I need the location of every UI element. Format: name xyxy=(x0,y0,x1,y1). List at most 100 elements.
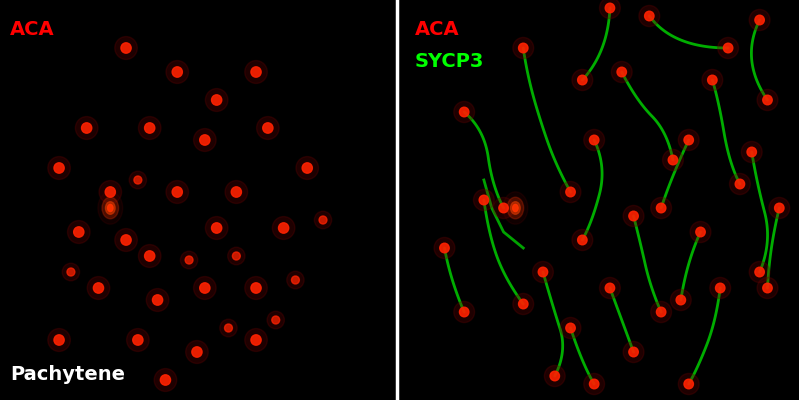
Circle shape xyxy=(251,67,261,77)
Circle shape xyxy=(192,347,202,357)
Circle shape xyxy=(133,335,143,345)
Circle shape xyxy=(572,70,593,90)
Circle shape xyxy=(741,142,762,162)
Circle shape xyxy=(228,247,245,265)
Circle shape xyxy=(629,211,638,221)
Circle shape xyxy=(769,198,789,218)
Circle shape xyxy=(578,235,587,245)
Circle shape xyxy=(181,251,197,269)
Circle shape xyxy=(763,95,772,105)
Circle shape xyxy=(54,335,64,345)
Ellipse shape xyxy=(513,204,518,212)
Circle shape xyxy=(153,295,163,305)
Circle shape xyxy=(287,271,304,289)
Circle shape xyxy=(185,340,209,364)
Circle shape xyxy=(172,187,182,197)
Circle shape xyxy=(126,328,149,352)
Ellipse shape xyxy=(105,202,115,214)
Circle shape xyxy=(251,335,261,345)
Circle shape xyxy=(605,283,614,293)
Circle shape xyxy=(134,176,141,184)
Circle shape xyxy=(513,294,534,314)
Circle shape xyxy=(225,180,248,204)
Circle shape xyxy=(48,156,70,180)
Circle shape xyxy=(319,216,327,224)
Circle shape xyxy=(244,328,268,352)
Circle shape xyxy=(138,244,161,268)
Circle shape xyxy=(684,135,694,145)
Circle shape xyxy=(256,116,279,140)
Circle shape xyxy=(193,128,216,152)
Circle shape xyxy=(584,130,605,150)
Circle shape xyxy=(185,256,193,264)
Circle shape xyxy=(668,155,678,165)
Circle shape xyxy=(75,116,98,140)
Circle shape xyxy=(572,230,593,250)
Circle shape xyxy=(702,70,723,90)
Circle shape xyxy=(639,6,660,26)
Circle shape xyxy=(729,174,750,194)
Circle shape xyxy=(454,302,475,322)
Circle shape xyxy=(584,374,605,394)
Circle shape xyxy=(479,195,489,205)
Circle shape xyxy=(617,67,626,77)
Circle shape xyxy=(68,220,90,244)
Ellipse shape xyxy=(503,192,528,224)
Circle shape xyxy=(459,307,469,317)
Circle shape xyxy=(200,283,210,293)
Circle shape xyxy=(757,278,778,298)
Circle shape xyxy=(434,238,455,258)
Circle shape xyxy=(623,206,644,226)
Circle shape xyxy=(121,43,131,53)
Circle shape xyxy=(566,187,575,197)
Circle shape xyxy=(212,223,222,233)
Circle shape xyxy=(48,328,70,352)
Circle shape xyxy=(710,278,730,298)
Circle shape xyxy=(212,95,222,105)
Circle shape xyxy=(493,198,514,218)
Circle shape xyxy=(723,43,733,53)
Circle shape xyxy=(645,11,654,21)
Circle shape xyxy=(296,156,319,180)
Circle shape xyxy=(251,283,261,293)
Circle shape xyxy=(749,10,770,30)
Ellipse shape xyxy=(102,197,118,219)
Circle shape xyxy=(81,123,92,133)
Circle shape xyxy=(590,135,599,145)
Circle shape xyxy=(87,276,109,300)
Circle shape xyxy=(684,379,694,389)
Circle shape xyxy=(54,163,64,173)
Circle shape xyxy=(272,216,295,240)
Circle shape xyxy=(459,107,469,117)
Circle shape xyxy=(676,295,686,305)
Circle shape xyxy=(519,43,528,53)
Circle shape xyxy=(62,263,80,281)
Circle shape xyxy=(439,243,449,253)
Circle shape xyxy=(560,182,581,202)
Circle shape xyxy=(205,88,228,112)
Circle shape xyxy=(145,251,155,261)
Circle shape xyxy=(550,371,559,381)
Circle shape xyxy=(115,228,137,252)
Circle shape xyxy=(678,374,699,394)
Circle shape xyxy=(718,38,738,58)
Circle shape xyxy=(454,102,475,122)
Circle shape xyxy=(99,180,121,204)
Ellipse shape xyxy=(108,204,113,212)
Circle shape xyxy=(599,0,620,18)
Circle shape xyxy=(670,290,691,310)
Circle shape xyxy=(605,3,614,13)
Circle shape xyxy=(129,171,146,189)
Circle shape xyxy=(105,187,115,197)
Circle shape xyxy=(755,267,765,277)
Circle shape xyxy=(560,318,581,338)
Circle shape xyxy=(763,283,772,293)
Ellipse shape xyxy=(511,202,520,214)
Circle shape xyxy=(279,223,288,233)
Circle shape xyxy=(611,62,632,82)
Circle shape xyxy=(154,368,177,392)
Circle shape xyxy=(314,211,332,229)
Circle shape xyxy=(662,150,683,170)
Circle shape xyxy=(244,60,268,84)
Circle shape xyxy=(513,38,534,58)
